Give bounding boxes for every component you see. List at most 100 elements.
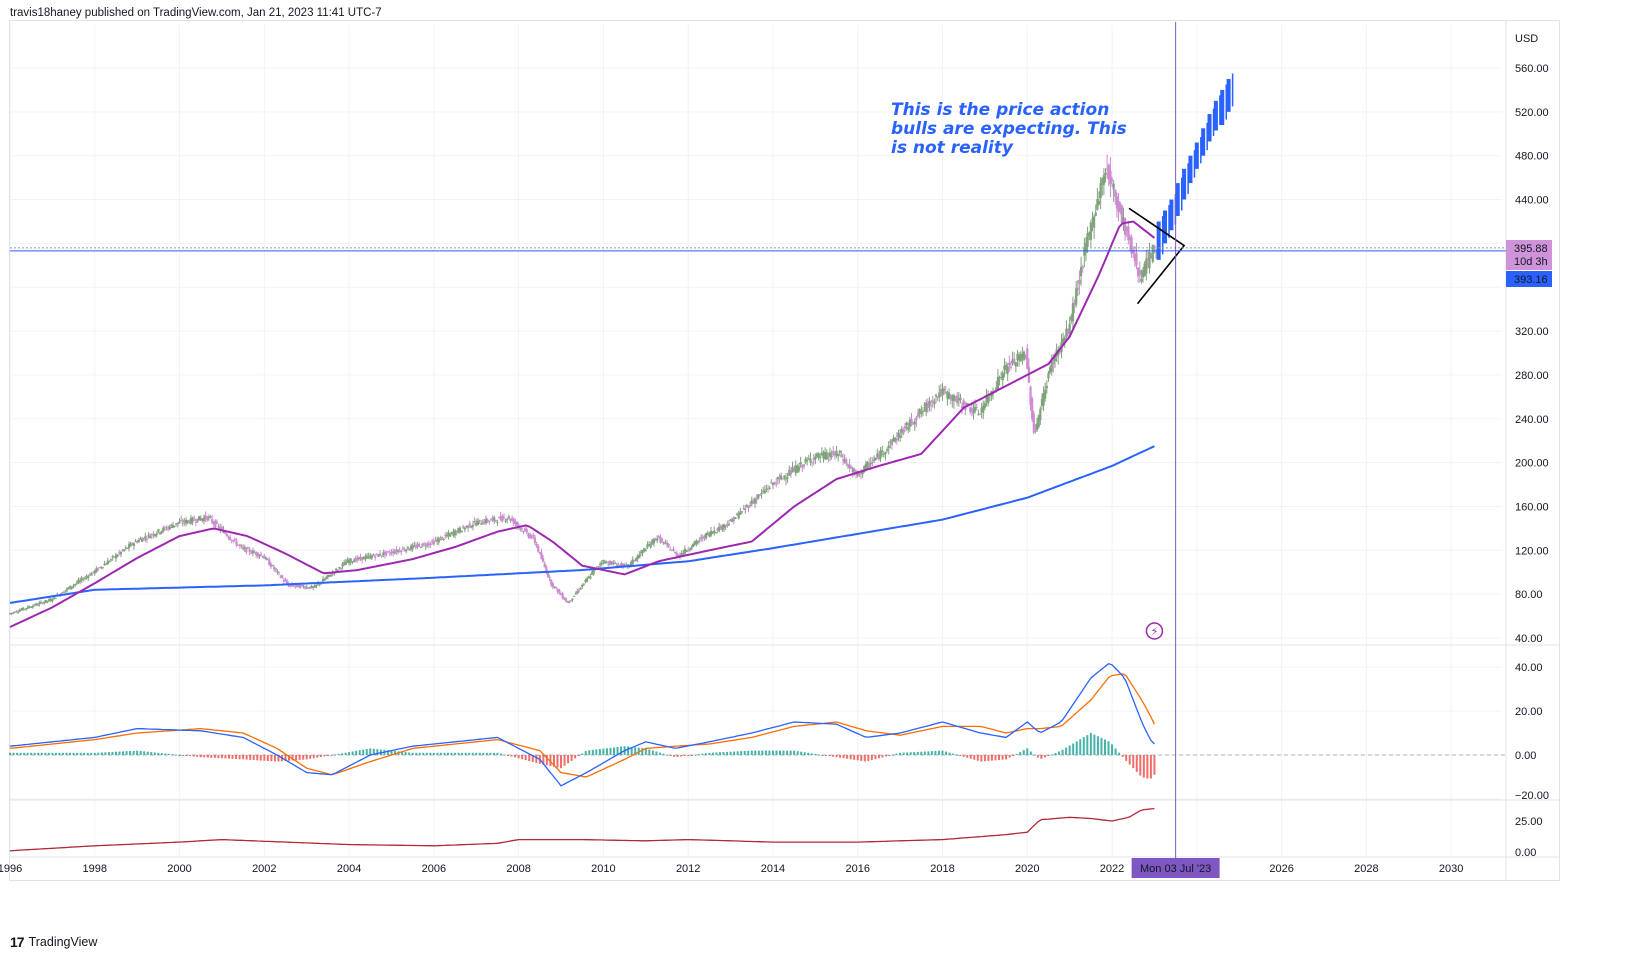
macd-hist-bar	[192, 755, 195, 757]
macd-hist-bar	[266, 755, 269, 762]
candle-body	[131, 543, 134, 545]
candle-body	[555, 586, 558, 588]
candle-body	[30, 606, 33, 608]
candle-body	[550, 579, 553, 586]
candle-body	[250, 552, 253, 554]
macd-hist-bar	[125, 751, 128, 755]
macd-hist-bar	[136, 750, 139, 755]
candle-body	[401, 548, 404, 550]
macd-hist-bar	[584, 751, 587, 755]
brand-name[interactable]: TradingView	[28, 935, 98, 949]
macd-hist-bar	[160, 753, 163, 755]
candle-body	[747, 506, 750, 509]
macd-hist-bar	[288, 755, 291, 761]
candle-body	[258, 555, 261, 557]
candle-body	[67, 587, 70, 589]
candle-body	[496, 521, 499, 523]
candle-body	[109, 559, 113, 561]
macd-tick-label: 0.00	[1515, 750, 1536, 762]
candle-body	[579, 588, 582, 590]
candle-body	[960, 405, 964, 408]
macd-hist-bar	[909, 752, 912, 755]
candle-body	[408, 549, 411, 551]
macd-hist-bar	[1036, 755, 1039, 758]
candle-body	[783, 475, 786, 478]
price-tick-label: 480.00	[1515, 151, 1549, 163]
projection-bar	[1163, 210, 1168, 244]
candle-body	[176, 522, 180, 524]
candle-body	[1148, 251, 1151, 269]
candle-body	[688, 549, 691, 551]
candle-body	[603, 561, 607, 564]
candle-body	[1048, 367, 1052, 373]
candle-body	[662, 542, 665, 544]
candle-body	[678, 554, 682, 557]
candle-body	[1150, 256, 1153, 258]
candle-body	[737, 513, 740, 519]
candle-body	[858, 474, 861, 476]
candle-body	[908, 419, 911, 427]
x-tick-label: 2026	[1269, 863, 1293, 875]
tradingview-logo-icon[interactable]: 17	[10, 934, 25, 950]
candle-body	[525, 529, 528, 533]
candle-body	[75, 582, 78, 584]
candle-body	[766, 487, 770, 489]
macd-hist-bar	[47, 752, 50, 755]
macd-hist-bar	[471, 752, 474, 755]
macd-hist-bar	[213, 755, 216, 758]
candle-body	[620, 563, 623, 567]
macd-hist-bar	[51, 752, 54, 755]
candle-body	[245, 547, 248, 553]
candle-body	[436, 539, 439, 542]
macd-hist-bar	[552, 755, 555, 767]
candle-body	[313, 584, 316, 588]
candle-body	[393, 551, 396, 554]
candle-body	[377, 554, 380, 557]
candle-body	[323, 578, 326, 581]
candle-body	[144, 536, 147, 539]
macd-hist-bar	[305, 755, 308, 760]
candle-body	[812, 458, 815, 461]
macd-hist-bar	[711, 752, 714, 755]
macd-hist-bar	[185, 755, 188, 756]
candle-body	[975, 407, 978, 409]
candle-body	[1040, 399, 1044, 406]
candle-body	[722, 524, 726, 529]
macd-hist-bar	[153, 752, 156, 755]
candle-body	[1091, 218, 1094, 221]
candle-body	[106, 560, 109, 565]
candle-body	[636, 555, 639, 560]
candle-body	[359, 556, 362, 559]
candle-body	[1140, 278, 1143, 282]
candle-body	[825, 452, 828, 460]
candle-body	[411, 545, 414, 549]
candle-body	[390, 551, 393, 554]
macd-hist-bar	[517, 755, 520, 759]
candle-body	[879, 450, 882, 459]
candle-body	[899, 435, 902, 438]
candle-body	[566, 601, 569, 603]
candle-body	[261, 556, 264, 558]
candle-body	[344, 562, 347, 565]
macd-hist-bar	[206, 755, 209, 758]
candle-body	[150, 534, 153, 536]
candle-body	[271, 565, 274, 567]
candle-body	[889, 441, 892, 443]
candle-body	[268, 559, 271, 566]
macd-hist-bar	[1015, 753, 1018, 755]
macd-line	[9, 662, 1155, 787]
candle-body	[1104, 173, 1107, 175]
macd-hist-bar	[408, 752, 411, 755]
candle-body	[460, 530, 463, 533]
osc-tick-label: 0.00	[1515, 847, 1536, 859]
candle-body	[12, 612, 15, 614]
candle-body	[338, 567, 341, 569]
macd-hist-bar	[182, 755, 185, 756]
macd-hist-bar	[429, 752, 432, 755]
candle-body	[65, 588, 69, 591]
candle-body	[326, 574, 329, 578]
projection-bar	[1156, 221, 1161, 260]
candle-body	[920, 411, 923, 414]
candle-body	[1128, 238, 1132, 240]
